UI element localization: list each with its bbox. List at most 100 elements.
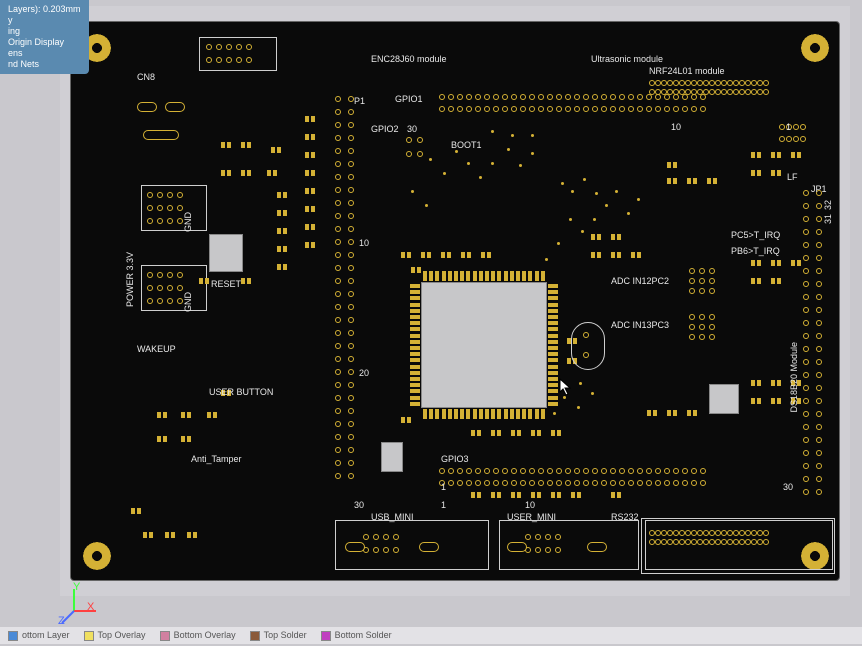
silk-label: 32 bbox=[823, 200, 833, 210]
pin-hole bbox=[335, 330, 341, 336]
smd-pads bbox=[277, 228, 287, 234]
pin-header-row bbox=[439, 106, 706, 112]
smd-pads bbox=[647, 410, 657, 416]
silk-label: GPIO2 bbox=[371, 124, 399, 134]
pin-hole bbox=[348, 148, 354, 154]
layer-swatch[interactable]: Bottom Solder bbox=[321, 630, 392, 641]
pin-hole bbox=[803, 307, 809, 313]
pin-header-row bbox=[779, 136, 806, 142]
pin-hole bbox=[335, 356, 341, 362]
silk-label: Anti_Tamper bbox=[191, 454, 242, 464]
axis-z-label: Z bbox=[58, 615, 65, 627]
smd-pads bbox=[531, 430, 541, 436]
smd-pads bbox=[241, 142, 251, 148]
silk-label: LF bbox=[787, 172, 798, 182]
info-line: Layers): 0.203mm bbox=[8, 4, 81, 15]
pcb-3d-viewport[interactable]: ENC28J60 moduleUltrasonic moduleCN8P1GPI… bbox=[60, 6, 850, 596]
silk-label: 30 bbox=[407, 124, 417, 134]
pin-hole bbox=[816, 385, 822, 391]
pin-hole bbox=[699, 268, 705, 274]
pin-hole bbox=[348, 226, 354, 232]
smd-pads bbox=[631, 252, 641, 258]
pin-hole bbox=[348, 317, 354, 323]
layer-swatch[interactable]: Top Solder bbox=[250, 630, 307, 641]
pin-header-row bbox=[439, 480, 706, 486]
silk-label: GPIO3 bbox=[441, 454, 469, 464]
smd-pads bbox=[667, 178, 677, 184]
pin-header-row bbox=[406, 137, 423, 143]
pin-hole bbox=[709, 278, 715, 284]
silk-label: Ultrasonic module bbox=[591, 54, 663, 64]
pin-hole bbox=[816, 372, 822, 378]
pin-hole bbox=[689, 278, 695, 284]
smd-pads bbox=[181, 436, 191, 442]
pin-hole bbox=[348, 395, 354, 401]
mount-hole bbox=[801, 34, 829, 62]
pin-hole bbox=[816, 463, 822, 469]
smd-pads bbox=[667, 162, 677, 168]
pin-hole bbox=[348, 265, 354, 271]
silk-label: ADC IN13PC3 bbox=[611, 320, 669, 330]
via bbox=[637, 198, 640, 201]
smd-pads bbox=[471, 430, 481, 436]
pin-hole bbox=[335, 148, 341, 154]
pin-hole bbox=[335, 421, 341, 427]
pin-hole bbox=[803, 320, 809, 326]
silk-label: 10 bbox=[671, 122, 681, 132]
via bbox=[467, 162, 470, 165]
layer-swatch[interactable]: ottom Layer bbox=[8, 630, 70, 641]
pin-hole bbox=[335, 369, 341, 375]
smd-pads bbox=[271, 147, 281, 153]
silk-label: GND bbox=[183, 212, 193, 232]
pin-hole bbox=[335, 291, 341, 297]
silk-label: DS18B20 Module bbox=[789, 342, 799, 413]
smd-pads bbox=[491, 492, 501, 498]
smd-pads bbox=[591, 234, 601, 240]
smd-pads bbox=[491, 430, 501, 436]
smd-pads bbox=[791, 152, 801, 158]
smd-pads bbox=[221, 142, 231, 148]
pin-hole bbox=[816, 424, 822, 430]
layer-swatch[interactable]: Bottom Overlay bbox=[160, 630, 236, 641]
pin-hole bbox=[348, 135, 354, 141]
pin-hole bbox=[816, 398, 822, 404]
pin-hole bbox=[348, 291, 354, 297]
pin-hole bbox=[348, 174, 354, 180]
via bbox=[569, 218, 572, 221]
smd-pads bbox=[481, 252, 491, 258]
via bbox=[627, 212, 630, 215]
smd-pads bbox=[277, 192, 287, 198]
pin-hole bbox=[803, 489, 809, 495]
smd-pads bbox=[165, 532, 175, 538]
connector-outline bbox=[141, 185, 207, 231]
smd-pads bbox=[241, 170, 251, 176]
info-line: ens bbox=[8, 48, 81, 59]
silk-label: PC5>T_IRQ bbox=[731, 230, 780, 240]
via bbox=[531, 134, 534, 137]
smd-pads bbox=[421, 252, 431, 258]
via bbox=[557, 242, 560, 245]
via bbox=[531, 152, 534, 155]
pin-hole bbox=[348, 109, 354, 115]
pin-hole bbox=[803, 255, 809, 261]
pin-hole bbox=[803, 281, 809, 287]
silk-label: RESET bbox=[211, 279, 241, 289]
pcb-board[interactable]: ENC28J60 moduleUltrasonic moduleCN8P1GPI… bbox=[70, 21, 840, 581]
pin-hole bbox=[348, 278, 354, 284]
smd-pads bbox=[305, 224, 315, 230]
pin-hole bbox=[348, 304, 354, 310]
silk-label: 30 bbox=[354, 500, 364, 510]
pin-hole bbox=[709, 268, 715, 274]
pin-hole bbox=[348, 369, 354, 375]
connector-outline bbox=[641, 518, 835, 574]
smd-pads bbox=[241, 278, 251, 284]
oval-pad bbox=[165, 102, 185, 112]
smd-pads bbox=[751, 380, 761, 386]
pin-hole bbox=[335, 122, 341, 128]
via bbox=[429, 158, 432, 161]
view-info-widget: Layers): 0.203mm y ing Origin Display en… bbox=[0, 0, 89, 74]
pin-hole bbox=[803, 216, 809, 222]
layer-legend-bar: ottom Layer Top Overlay Bottom Overlay T… bbox=[0, 627, 862, 644]
layer-swatch[interactable]: Top Overlay bbox=[84, 630, 146, 641]
pin-hole bbox=[348, 213, 354, 219]
